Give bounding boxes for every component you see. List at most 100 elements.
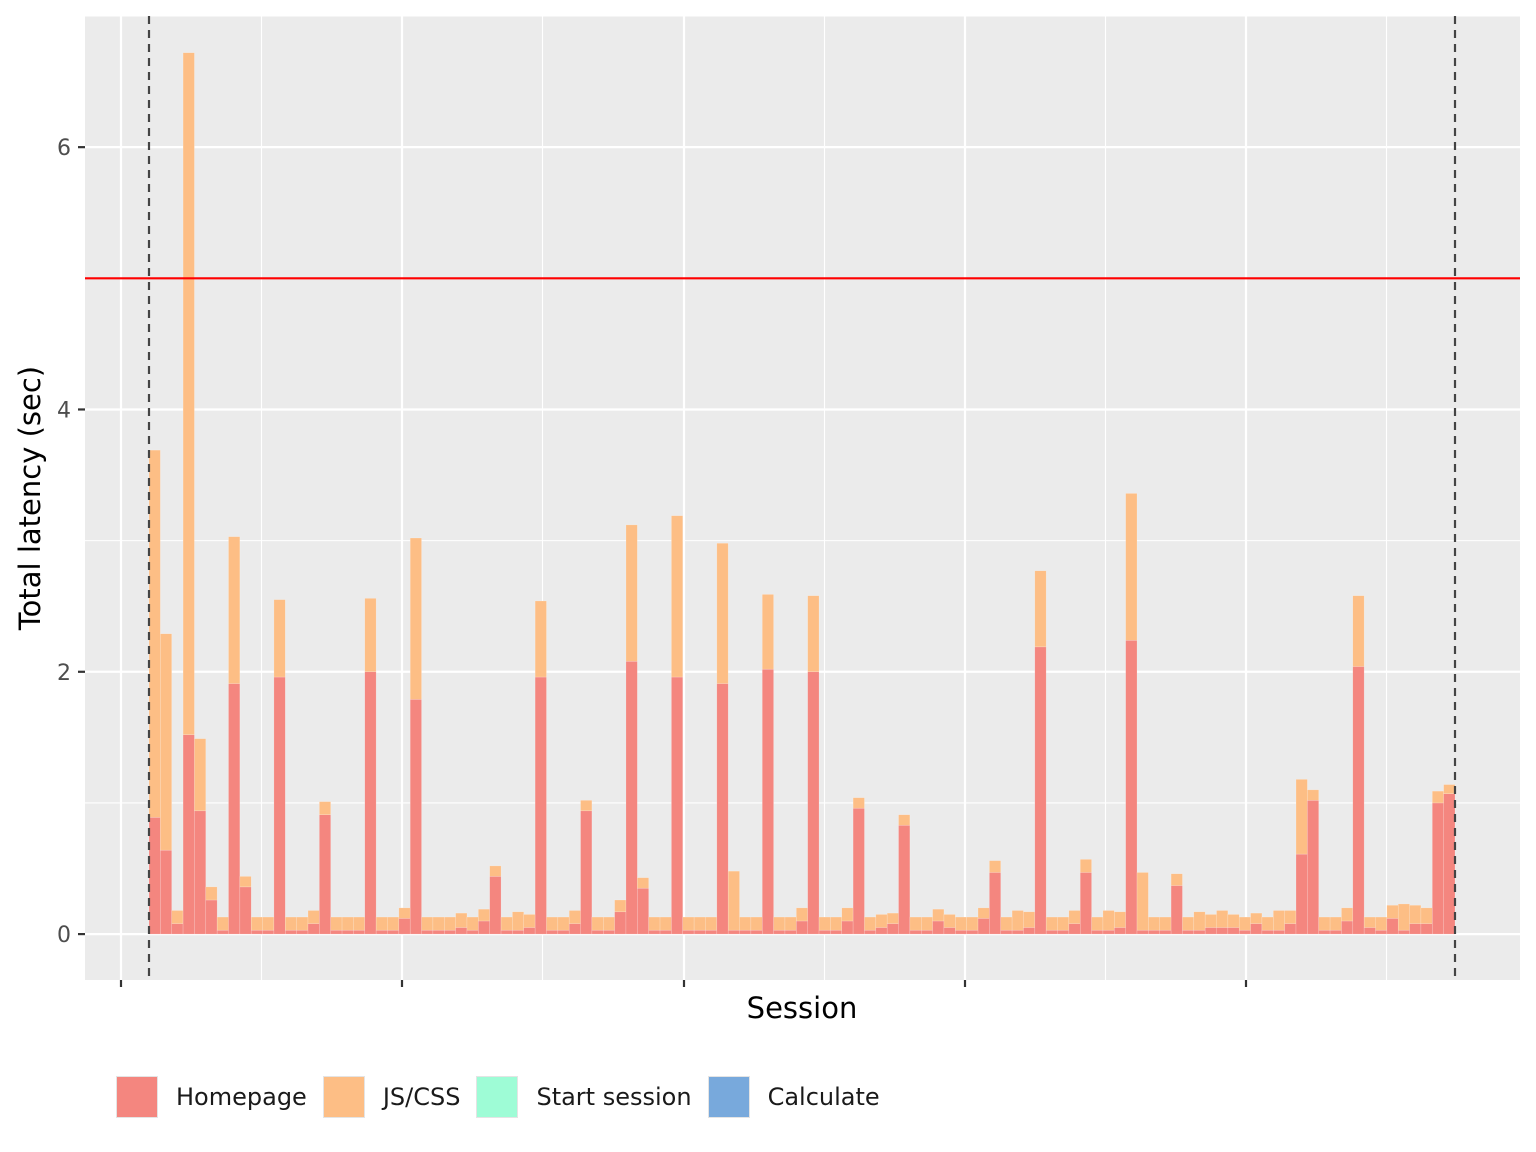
bar-js-css [1091, 916, 1104, 931]
bar-homepage [841, 920, 854, 935]
bar-homepage [534, 676, 547, 935]
bar-homepage [1204, 927, 1217, 935]
bar-homepage [1216, 927, 1229, 935]
bar-js-css [1363, 916, 1376, 928]
bar-js-css [307, 910, 320, 924]
bar-js-css [160, 633, 172, 851]
bar-homepage [262, 929, 275, 935]
bar-js-css [1420, 907, 1433, 924]
bar-js-css [239, 876, 252, 888]
legend-label-calculate: Calculate [767, 1083, 880, 1111]
bar-js-css [750, 916, 763, 931]
bar-homepage [1329, 929, 1342, 935]
bar-homepage [943, 927, 956, 935]
bar-js-css [466, 916, 479, 931]
bar-homepage [739, 929, 752, 935]
legend-swatch-start-session [476, 1076, 519, 1118]
bar-homepage [637, 887, 649, 935]
bar-js-css [285, 916, 297, 931]
bar-js-css [557, 916, 570, 931]
bar-homepage [307, 923, 320, 935]
bar-js-css [250, 916, 263, 931]
bar-homepage [1068, 923, 1081, 935]
bar-js-css [909, 916, 922, 931]
bar-js-css [886, 912, 899, 924]
bar-js-css [182, 52, 195, 735]
grid-lines [85, 15, 1520, 980]
bar-js-css [455, 912, 468, 928]
bar-js-css [1307, 789, 1319, 801]
bar-js-css [739, 916, 752, 931]
x-axis-title: Session [747, 991, 858, 1025]
bar-js-css [1034, 570, 1047, 648]
bar-homepage [830, 929, 842, 935]
bar-homepage [1182, 929, 1195, 935]
bar-js-css [671, 515, 684, 678]
bar-homepage [580, 810, 593, 935]
bar-js-css [216, 916, 229, 931]
legend-item-calculate: Calculate [707, 1076, 880, 1118]
y-tick-label: 6 [57, 136, 71, 161]
bar-js-css [852, 797, 865, 809]
bar-homepage [1250, 923, 1263, 935]
legend-label-js-css: JS/CSS [382, 1083, 461, 1111]
bar-homepage [182, 734, 195, 935]
bar-js-css [830, 916, 842, 931]
bar-js-css [762, 594, 774, 670]
bar-js-css [1159, 916, 1172, 931]
bar-homepage [523, 927, 536, 935]
bar-js-css [205, 886, 218, 901]
bar-js-css [296, 916, 309, 931]
bar-js-css [716, 542, 729, 684]
bar-js-css [1193, 911, 1206, 931]
bar-homepage [205, 899, 218, 935]
bar-js-css [1386, 904, 1399, 919]
legend-swatch-calculate [707, 1076, 750, 1118]
bar-homepage [1284, 923, 1297, 935]
bar-homepage [659, 929, 672, 935]
bar-js-css [1170, 873, 1183, 886]
bar-js-css [1136, 872, 1149, 931]
bar-js-css [171, 910, 184, 924]
bar-js-css [1057, 916, 1070, 931]
bar-js-css [375, 916, 388, 931]
bar-homepage [478, 920, 490, 935]
bar-homepage [603, 929, 615, 935]
bar-js-css [546, 916, 559, 931]
bar-homepage [228, 683, 241, 935]
bar-homepage [1238, 929, 1251, 935]
bar-js-css [1443, 784, 1456, 795]
bar-js-css [580, 800, 593, 812]
legend-label-homepage: Homepage [176, 1083, 307, 1111]
bar-js-css [637, 877, 649, 889]
legend-item-js-css: JS/CSS [322, 1076, 461, 1118]
bar-homepage [466, 929, 479, 935]
bar-homepage [1363, 927, 1376, 935]
bar-homepage [1136, 929, 1149, 935]
bar-homepage [171, 923, 184, 935]
bar-homepage [330, 929, 343, 935]
bar-homepage [693, 929, 706, 935]
bar-js-css [920, 916, 933, 931]
bar-js-css [773, 916, 786, 931]
bar-js-css [796, 907, 808, 922]
bar-js-css [478, 908, 490, 922]
bar-homepage [864, 929, 877, 935]
bar-js-css [682, 916, 695, 931]
bar-js-css [818, 916, 831, 931]
bar-js-css [1250, 912, 1263, 924]
bar-homepage [1023, 927, 1036, 935]
bar-homepage [387, 929, 400, 935]
bar-js-css [273, 599, 286, 678]
bar-homepage [1102, 929, 1115, 935]
bar-homepage [1432, 802, 1444, 935]
bar-homepage [1091, 929, 1104, 935]
bar-js-css [1011, 910, 1024, 931]
bar-homepage [489, 876, 502, 935]
bar-homepage [1148, 929, 1160, 935]
bar-js-css [1182, 916, 1195, 931]
bar-homepage [1045, 929, 1058, 935]
bar-homepage [319, 814, 331, 935]
bar-js-css [330, 916, 343, 931]
bar-js-css [705, 916, 718, 931]
